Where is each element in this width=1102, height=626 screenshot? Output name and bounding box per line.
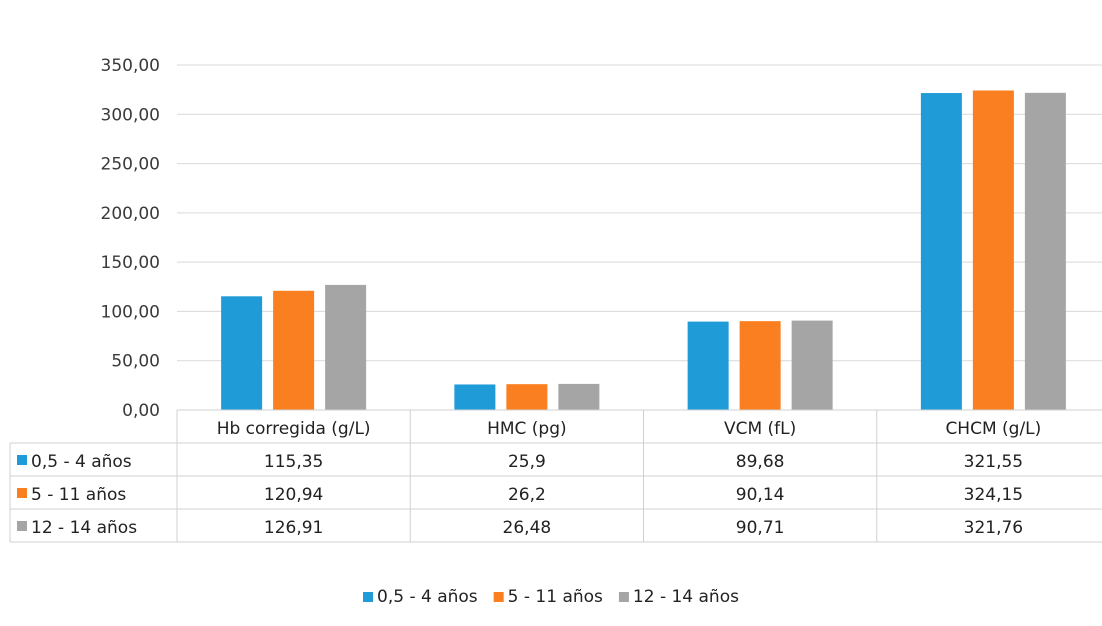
- y-tick-label: 50,00: [111, 352, 160, 372]
- y-tick-label: 300,00: [101, 105, 160, 125]
- bar: [325, 284, 367, 410]
- row-legend-key: [17, 455, 27, 465]
- data-cell: 120,94: [264, 485, 323, 505]
- data-cell: 324,15: [964, 485, 1023, 505]
- data-cell: 26,2: [508, 485, 546, 505]
- data-cell: 321,55: [964, 452, 1023, 472]
- y-tick-label: 150,00: [101, 253, 160, 273]
- category-label: Hb corregida (g/L): [217, 419, 371, 439]
- data-cell: 115,35: [264, 452, 323, 472]
- bar: [273, 290, 315, 410]
- data-cell: 321,76: [964, 518, 1023, 538]
- y-tick-label: 350,00: [101, 56, 160, 76]
- y-tick-label: 200,00: [101, 204, 160, 224]
- bar: [687, 321, 729, 410]
- row-legend-key: [17, 488, 27, 498]
- y-tick-label: 250,00: [101, 155, 160, 175]
- category-label: CHCM (g/L): [945, 419, 1041, 439]
- bar: [454, 384, 496, 410]
- category-label: HMC (pg): [487, 419, 567, 439]
- bar: [739, 321, 781, 410]
- row-series-label: 12 - 14 años: [31, 518, 137, 538]
- row-series-label: 5 - 11 años: [31, 485, 126, 505]
- legend-label: 5 - 11 años: [508, 587, 603, 607]
- row-series-label: 0,5 - 4 años: [31, 452, 132, 472]
- legend-label: 0,5 - 4 años: [377, 587, 478, 607]
- legend-key: [493, 592, 504, 602]
- data-cell: 25,9: [508, 452, 546, 472]
- legend-key: [363, 592, 374, 602]
- bar: [558, 383, 600, 410]
- y-tick-label: 100,00: [101, 302, 160, 322]
- legend-key: [618, 592, 629, 602]
- bar: [506, 384, 548, 410]
- category-label: VCM (fL): [724, 419, 796, 439]
- data-cell: 89,68: [736, 452, 785, 472]
- data-cell: 90,14: [736, 485, 785, 505]
- bar: [920, 93, 962, 410]
- data-cell: 26,48: [503, 518, 552, 538]
- data-cell: 90,71: [736, 518, 785, 538]
- legend-label: 12 - 14 años: [633, 587, 739, 607]
- bar: [1024, 92, 1066, 410]
- bar: [791, 320, 833, 410]
- row-legend-key: [17, 521, 27, 531]
- y-tick-label: 0,00: [122, 401, 160, 421]
- bar: [221, 296, 263, 410]
- bar: [972, 90, 1014, 410]
- data-cell: 126,91: [264, 518, 323, 538]
